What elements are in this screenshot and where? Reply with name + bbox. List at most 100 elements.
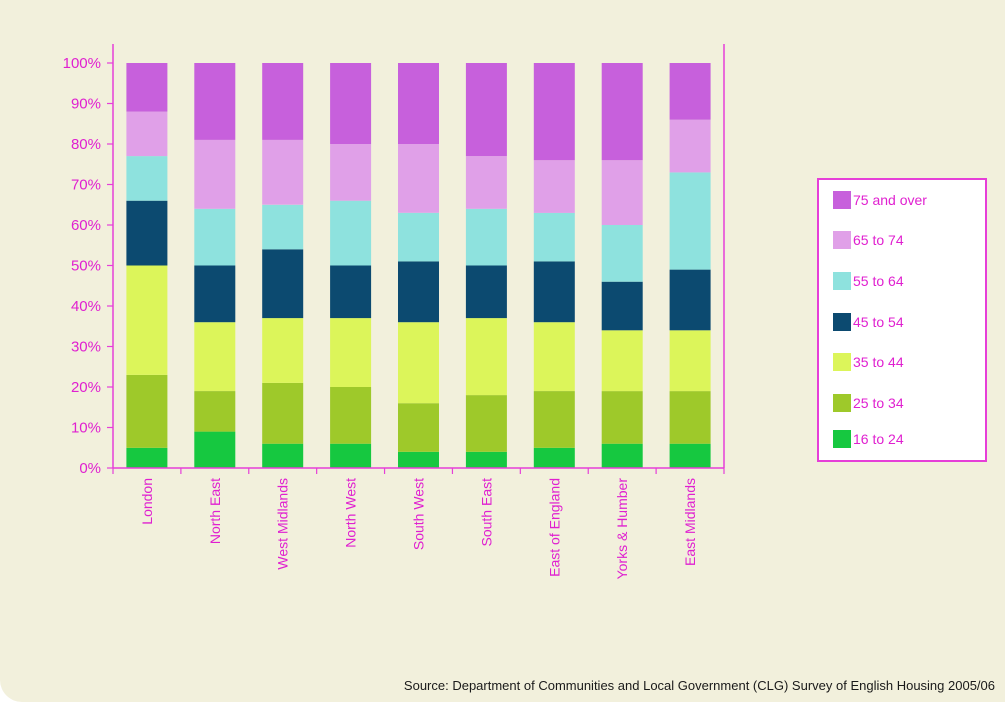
bar-segment bbox=[194, 391, 236, 432]
source-note: Source: Department of Communities and Lo… bbox=[403, 678, 995, 693]
bar-segment bbox=[262, 382, 304, 444]
legend-label: 55 to 64 bbox=[853, 273, 904, 289]
bar-segment bbox=[262, 443, 304, 468]
bar-segment bbox=[669, 443, 711, 468]
bar-segment bbox=[465, 318, 507, 396]
bar-segment bbox=[533, 261, 575, 323]
bar-segment bbox=[262, 249, 304, 319]
bar-segment bbox=[533, 160, 575, 213]
legend-swatch bbox=[833, 272, 851, 290]
bar-segment bbox=[398, 403, 439, 452]
bar-segment bbox=[330, 200, 372, 266]
bar-segment bbox=[330, 387, 372, 444]
x-tick-label: East of England bbox=[546, 478, 562, 577]
bar-segment bbox=[330, 63, 372, 144]
bar-segment bbox=[126, 111, 168, 157]
legend-item: 35 to 44 bbox=[833, 352, 904, 372]
legend-item: 65 to 74 bbox=[833, 230, 904, 250]
bar-segment bbox=[533, 447, 575, 469]
y-tick-label: 0% bbox=[79, 460, 101, 477]
bar-segment bbox=[669, 172, 711, 270]
bar-segment bbox=[126, 156, 168, 201]
legend-label: 75 and over bbox=[853, 192, 927, 208]
legend-swatch bbox=[833, 430, 851, 448]
legend-swatch bbox=[833, 394, 851, 412]
bar-segment bbox=[126, 447, 168, 469]
bar-segment bbox=[330, 318, 372, 387]
bar-segment bbox=[533, 212, 575, 262]
bar-segment bbox=[194, 322, 236, 391]
legend: 75 and over 65 to 74 55 to 64 45 to 54 35 to… bbox=[817, 178, 987, 462]
x-tick-label: West Midlands bbox=[275, 478, 291, 570]
bar-segment bbox=[465, 208, 507, 266]
bar-segment bbox=[126, 63, 168, 112]
legend-item: 55 to 64 bbox=[833, 271, 904, 291]
x-tick-label: Yorks & Humber bbox=[614, 478, 630, 580]
legend-item: 75 and over bbox=[833, 190, 927, 210]
legend-swatch bbox=[833, 231, 851, 249]
bar-segment bbox=[601, 391, 643, 444]
y-tick-label: 100% bbox=[63, 55, 101, 72]
bar-segment bbox=[465, 265, 507, 319]
bar-segment bbox=[669, 63, 711, 120]
bar-segment bbox=[669, 119, 711, 173]
legend-item: 45 to 54 bbox=[833, 312, 904, 332]
bar-segment bbox=[330, 265, 372, 319]
bar-segment bbox=[126, 265, 168, 375]
bar-segment bbox=[465, 156, 507, 209]
bar-segment bbox=[398, 451, 439, 468]
bar-segment bbox=[601, 225, 643, 282]
bar-segment bbox=[601, 281, 643, 331]
legend-item: 25 to 34 bbox=[833, 393, 904, 413]
legend-label: 65 to 74 bbox=[853, 232, 904, 248]
bar-segment bbox=[330, 443, 372, 468]
bar-segment bbox=[262, 139, 304, 205]
y-tick-label: 30% bbox=[71, 339, 101, 356]
bar-segment bbox=[533, 391, 575, 448]
y-tick-label: 90% bbox=[71, 96, 101, 113]
bar-segment bbox=[398, 144, 439, 213]
bar-segment bbox=[262, 204, 304, 250]
bar-segment bbox=[194, 63, 236, 140]
bar-segment bbox=[533, 63, 575, 161]
legend-label: 35 to 44 bbox=[853, 354, 904, 370]
legend-swatch bbox=[833, 353, 851, 371]
bar-segment bbox=[669, 330, 711, 392]
legend-swatch bbox=[833, 313, 851, 331]
bar-segment bbox=[126, 200, 168, 266]
x-tick-label: South East bbox=[478, 478, 494, 547]
bar-segment bbox=[262, 318, 304, 383]
x-tick-label: South West bbox=[411, 478, 427, 550]
x-tick-label: North West bbox=[343, 478, 359, 548]
x-tick-label: London bbox=[139, 478, 155, 525]
bar-segment bbox=[126, 374, 168, 448]
bar-segment bbox=[194, 265, 236, 323]
bar-segment bbox=[262, 63, 304, 140]
bar-segment bbox=[465, 451, 507, 468]
legend-item: 16 to 24 bbox=[833, 429, 904, 449]
y-tick-label: 10% bbox=[71, 420, 101, 437]
y-tick-label: 20% bbox=[71, 379, 101, 396]
bar-segment bbox=[601, 160, 643, 225]
bar-segment bbox=[194, 431, 236, 468]
legend-label: 16 to 24 bbox=[853, 431, 904, 447]
bar-segment bbox=[465, 63, 507, 157]
legend-label: 45 to 54 bbox=[853, 314, 904, 330]
y-tick-label: 50% bbox=[71, 258, 101, 275]
y-tick-label: 80% bbox=[71, 136, 101, 153]
y-tick-label: 40% bbox=[71, 298, 101, 315]
x-tick-label: East Midlands bbox=[682, 478, 698, 566]
bar-segment bbox=[533, 322, 575, 391]
bar-segment bbox=[398, 322, 439, 404]
bar-segment bbox=[601, 63, 643, 161]
bar-segment bbox=[398, 212, 439, 262]
y-tick-label: 70% bbox=[71, 177, 101, 194]
bar-segment bbox=[601, 443, 643, 468]
x-tick-label: North East bbox=[207, 478, 223, 544]
legend-swatch bbox=[833, 191, 851, 209]
bar-segment bbox=[398, 63, 439, 144]
bar-segment bbox=[669, 269, 711, 331]
bar-segment bbox=[465, 395, 507, 452]
